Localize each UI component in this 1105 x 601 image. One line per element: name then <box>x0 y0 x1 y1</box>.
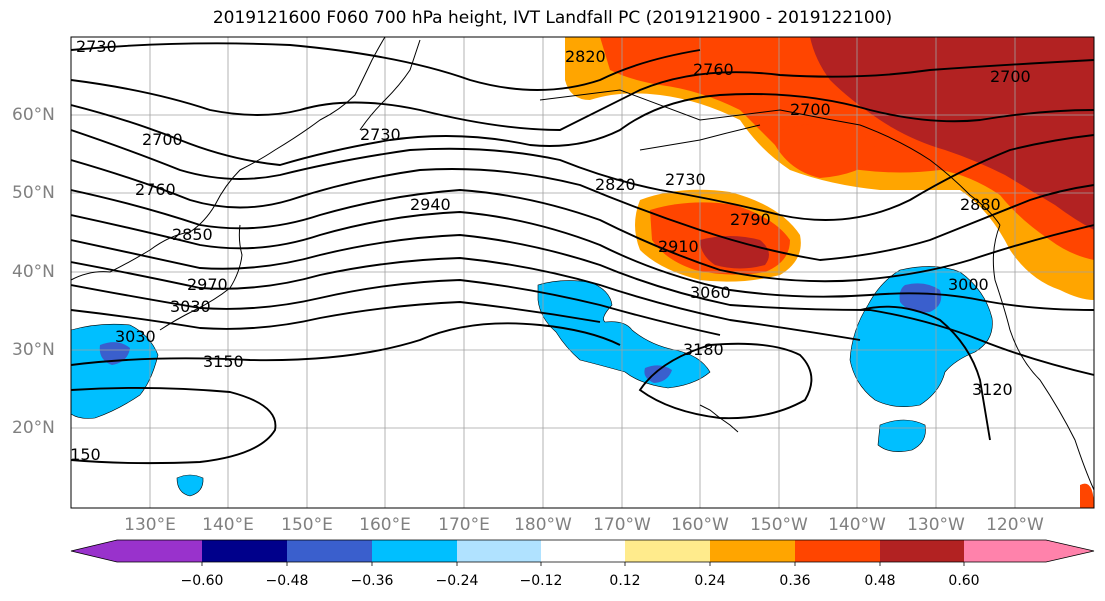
contour-label: 2730 <box>360 125 401 144</box>
coast-alaska <box>539 89 1001 226</box>
colorbar-tick-label: 0.60 <box>948 573 980 589</box>
contour-3150 <box>71 322 621 366</box>
colorbar-tick-label: −0.48 <box>265 573 309 589</box>
contour-label: 2940 <box>410 195 451 214</box>
colorbar-bin <box>964 540 1046 562</box>
contour-label: 3180 <box>683 340 724 359</box>
ivt-region-west-pacific <box>71 323 159 419</box>
coast-north-america <box>992 224 1094 491</box>
lon-label-170w: 170°W <box>593 515 651 535</box>
colorbar-bin <box>625 540 710 562</box>
contour-label: 3030 <box>170 297 211 316</box>
lon-label-180w: 180°W <box>514 515 572 535</box>
colorbar-bin <box>541 540 625 562</box>
lat-label-20n: 20°N <box>12 418 55 438</box>
contour-label: 3030 <box>115 327 156 346</box>
contour-label: 2850 <box>172 225 213 244</box>
contour-label: 2700 <box>790 100 831 119</box>
contour-label: 2910 <box>658 237 699 256</box>
colorbar-tick-label: 0.36 <box>779 573 811 589</box>
colorbar-bin <box>117 540 202 562</box>
lon-label-140w: 140°W <box>828 515 886 535</box>
colorbar-tick-label: −0.12 <box>519 573 563 589</box>
colorbar-bin <box>880 540 964 562</box>
contour-label: 2970 <box>187 275 228 294</box>
colorbar-tick-label: −0.60 <box>180 573 224 589</box>
contour-label: 2730 <box>76 37 117 56</box>
contour-label: 3000 <box>948 275 989 294</box>
contour-label: 3150 <box>203 352 244 371</box>
colorbar-bin <box>287 540 372 562</box>
lat-label-50n: 50°N <box>12 183 55 203</box>
contour-label: 2760 <box>693 60 734 79</box>
contour-label: 2700 <box>990 67 1031 86</box>
ivt-region-northeast-core <box>810 37 1094 230</box>
aleutians <box>639 124 761 151</box>
colorbar-tick-label: 0.48 <box>864 573 896 589</box>
lon-label-160e: 160°E <box>359 515 411 535</box>
colorbar-tick-label: 0.12 <box>609 573 641 589</box>
ivt-positive-regions <box>565 37 1094 508</box>
contour-label: 2760 <box>135 180 176 199</box>
contour-3180-loop <box>638 342 813 420</box>
contour-label: 3120 <box>972 380 1013 399</box>
ivt-region-gulf-alaska-hole <box>770 123 880 178</box>
ivt-region-mid-pacific-core <box>700 236 769 269</box>
ivt-core-east-pacific <box>899 283 942 313</box>
ivt-region-small-south <box>176 474 204 497</box>
contour-3120 <box>859 305 991 441</box>
colorbar-bin <box>372 540 457 562</box>
colorbar-extend-high <box>1046 540 1094 562</box>
map-title: 2019121600 F060 700 hPa height, IVT Land… <box>212 8 893 28</box>
colorbar <box>70 539 1095 566</box>
contour-label: 2880 <box>960 195 1001 214</box>
lon-label-170e: 170°E <box>438 515 490 535</box>
colorbar-bin <box>202 540 287 562</box>
lon-label-140e: 140°E <box>202 515 254 535</box>
lon-label-150w: 150°W <box>750 515 808 535</box>
colorbar-outline <box>70 539 1095 563</box>
lon-label-130e: 130°E <box>124 515 176 535</box>
lon-label-150e: 150°E <box>281 515 333 535</box>
contour-label: 2730 <box>665 170 706 189</box>
colorbar-bin <box>795 540 880 562</box>
lon-label-120w: 120°W <box>986 515 1044 535</box>
ivt-region-se-corner <box>1080 483 1094 508</box>
lon-label-160w: 160°W <box>671 515 729 535</box>
colorbar-tick-label: 0.24 <box>694 573 726 589</box>
height-contours <box>71 42 1094 465</box>
ivt-core-central-pacific <box>644 365 672 383</box>
contour-label: 2700 <box>142 130 183 149</box>
colorbar-tick-label: −0.36 <box>350 573 394 589</box>
lat-label-60n: 60°N <box>12 105 55 125</box>
colorbar-bin <box>457 540 541 562</box>
contour-label: 2790 <box>730 210 771 229</box>
contour-label: 2820 <box>565 47 606 66</box>
ivt-region-central-pacific <box>537 280 711 389</box>
contour-3150-south <box>71 386 277 465</box>
lat-label-30n: 30°N <box>12 340 55 360</box>
contour-label: 3150 <box>60 445 101 464</box>
colorbar-tick-label: −0.24 <box>435 573 479 589</box>
contour-label: 3060 <box>690 283 731 302</box>
coast-east-asia <box>71 37 386 281</box>
contour-labels: 2730 2820 2760 2700 2730 2760 2700 2850 … <box>60 37 1031 464</box>
map-frame <box>70 36 1095 509</box>
coast-kamchatka <box>359 39 421 131</box>
colorbar-bin <box>710 540 795 562</box>
lat-label-40n: 40°N <box>12 262 55 282</box>
ivt-negative-regions <box>71 266 993 497</box>
lon-label-130w: 130°W <box>907 515 965 535</box>
colorbar-extend-low <box>71 540 117 562</box>
contour-label: 2820 <box>595 175 636 194</box>
